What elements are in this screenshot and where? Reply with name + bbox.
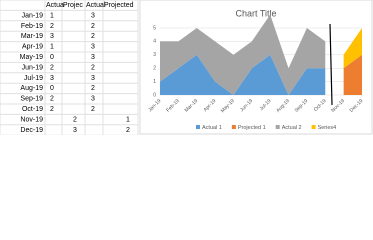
value-cell: 0 [50,85,54,92]
value-cell: 2 [50,23,54,30]
value-cell: 1 [50,44,54,51]
drawn-line [329,23,333,106]
legend-label: Projected 1 [238,125,266,131]
page: Chart Title Actua Projec Actual Projected Ja… [0,0,373,136]
date-cell: Jun-19 [22,64,44,71]
value-cell: 3 [73,127,77,134]
column-header: Projected [104,2,134,9]
date-cell: Jul-19 [24,75,43,82]
legend-swatch [231,125,236,129]
date-cell: Feb-19 [21,23,43,30]
legend-label: Actual 2 [282,125,302,131]
date-cell: Sep-19 [20,96,43,103]
value-cell: 3 [91,44,95,51]
value-cell: 3 [91,12,95,19]
date-cell: Dec-19 [20,127,43,134]
value-cell: 2 [50,96,54,103]
value-cell: 3 [91,54,95,61]
value-cell: 3 [91,75,95,82]
value-cell: 3 [50,75,54,82]
value-cell: 0 [50,54,54,61]
date-cell: Apr-19 [22,44,43,51]
area [160,54,326,95]
date-cell: Nov-19 [20,116,43,123]
value-cell: 3 [50,33,54,40]
y-tick-label: 0 [153,92,156,98]
column-header: Actual [86,2,106,9]
y-tick-label: 3 [153,52,156,58]
value-cell: 2 [91,33,95,40]
chart-title: Chart Title [235,8,276,18]
legend-label: Series4 [318,125,337,131]
value-cell: 2 [50,106,54,113]
y-tick-label: 2 [153,66,156,72]
column-header: Projec [63,2,83,9]
value-cell: 2 [73,116,77,123]
value-cell: 2 [91,85,95,92]
area [160,14,326,96]
date-cell: Aug-19 [20,85,43,92]
legend-swatch [196,125,200,129]
value-cell: 1 [50,12,54,19]
value-cell: 2 [126,127,130,134]
legend-swatch [311,125,316,129]
legend-label: Actual 1 [202,125,222,131]
value-cell: 1 [126,116,130,123]
date-cell: Jan-19 [22,12,44,19]
y-tick-label: 1 [153,79,156,85]
value-cell: 2 [91,64,95,71]
y-tick-label: 5 [153,25,156,31]
value-cell: 2 [91,23,95,30]
date-cell: Mar-19 [21,33,43,40]
value-cell: 2 [50,64,54,71]
date-cell: May-19 [20,54,43,61]
area [343,54,362,95]
value-cell: 3 [91,96,95,103]
value-cell: 2 [91,106,95,113]
area [343,28,362,69]
date-cell: Oct-19 [22,106,43,113]
column-header: Actua [46,2,64,9]
y-tick-label: 4 [153,39,156,45]
legend-swatch [275,125,280,129]
